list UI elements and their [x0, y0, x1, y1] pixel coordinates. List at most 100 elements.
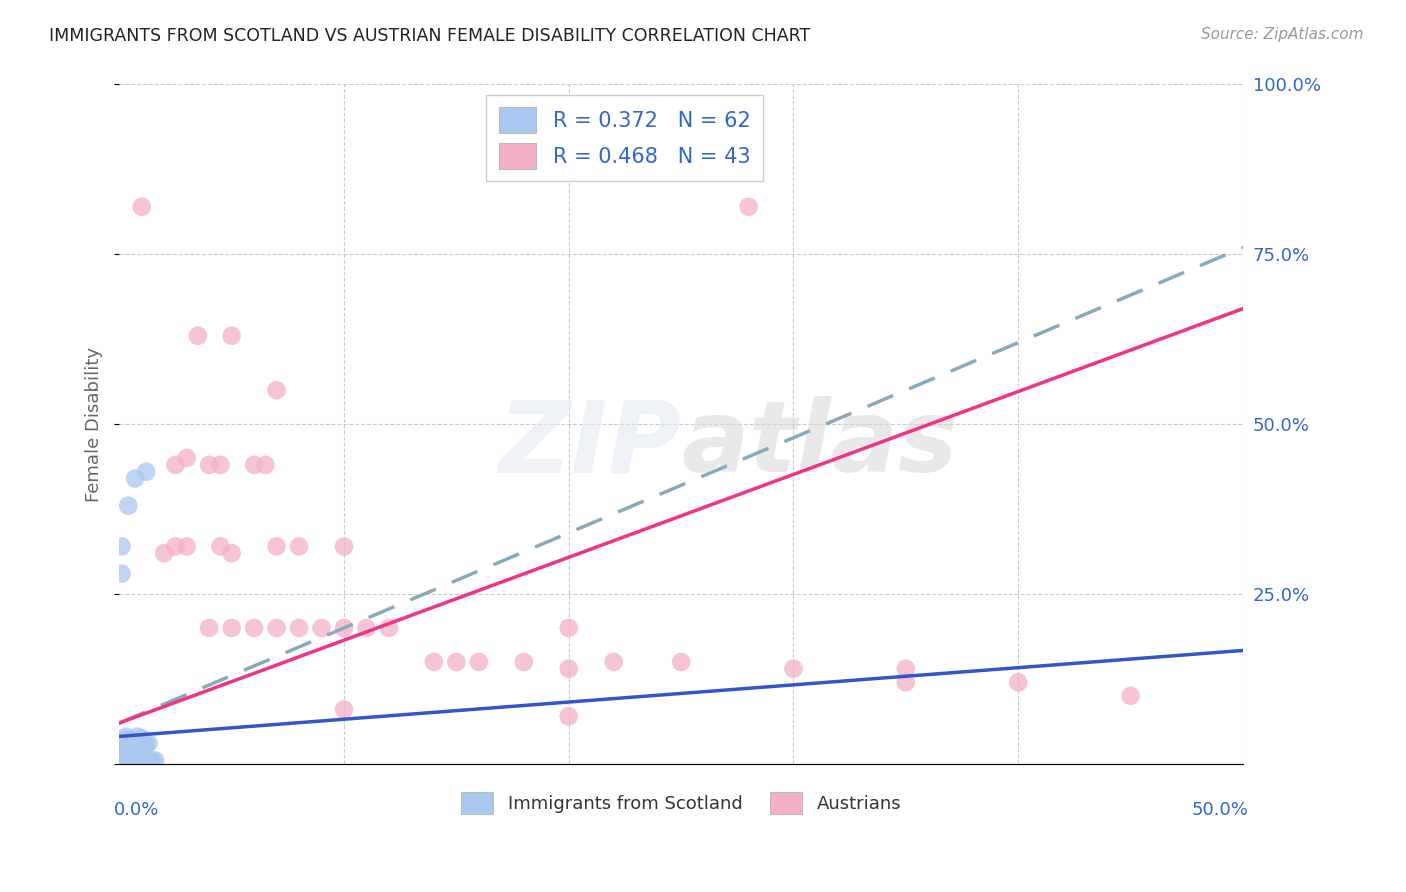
Point — [127, 745, 149, 759]
Point — [669, 655, 692, 669]
Point — [209, 458, 232, 472]
Point — [132, 755, 155, 769]
Point — [288, 540, 311, 554]
Point — [378, 621, 401, 635]
Text: Source: ZipAtlas.com: Source: ZipAtlas.com — [1201, 27, 1364, 42]
Point — [198, 621, 221, 635]
Point — [112, 753, 135, 767]
Point — [558, 709, 581, 723]
Point — [513, 655, 536, 669]
Point — [115, 754, 138, 768]
Text: 50.0%: 50.0% — [1192, 801, 1249, 819]
Text: IMMIGRANTS FROM SCOTLAND VS AUSTRIAN FEMALE DISABILITY CORRELATION CHART: IMMIGRANTS FROM SCOTLAND VS AUSTRIAN FEM… — [49, 27, 810, 45]
Point — [115, 730, 138, 744]
Point — [110, 756, 132, 770]
Point — [243, 458, 266, 472]
Point — [110, 747, 132, 761]
Point — [131, 754, 153, 768]
Point — [110, 756, 132, 771]
Point — [135, 738, 157, 752]
Point — [602, 655, 624, 669]
Point — [782, 662, 804, 676]
Point — [110, 756, 132, 771]
Point — [115, 742, 138, 756]
Point — [138, 756, 160, 770]
Point — [165, 458, 187, 472]
Point — [311, 621, 333, 635]
Point — [132, 739, 155, 754]
Point — [124, 755, 146, 769]
Point — [333, 621, 356, 635]
Point — [333, 540, 356, 554]
Point — [115, 756, 138, 771]
Point — [558, 621, 581, 635]
Point — [124, 471, 146, 485]
Point — [139, 754, 162, 768]
Legend: Immigrants from Scotland, Austrians: Immigrants from Scotland, Austrians — [451, 782, 910, 822]
Point — [120, 745, 142, 759]
Point — [288, 621, 311, 635]
Point — [127, 730, 149, 744]
Point — [737, 200, 759, 214]
Point — [266, 621, 288, 635]
Point — [266, 540, 288, 554]
Point — [114, 750, 136, 764]
Point — [117, 746, 139, 760]
Point — [110, 751, 132, 765]
Point — [187, 328, 209, 343]
Point — [221, 621, 243, 635]
Point — [110, 753, 132, 767]
Point — [131, 742, 153, 756]
Point — [446, 655, 468, 669]
Point — [112, 733, 135, 747]
Point — [121, 743, 143, 757]
Point — [121, 754, 143, 768]
Point — [221, 328, 243, 343]
Point — [221, 546, 243, 560]
Point — [894, 675, 917, 690]
Point — [131, 735, 153, 749]
Point — [121, 738, 143, 752]
Point — [127, 753, 149, 767]
Point — [115, 756, 138, 771]
Point — [153, 546, 176, 560]
Text: ZIP: ZIP — [498, 396, 681, 493]
Point — [120, 756, 142, 770]
Point — [127, 736, 149, 750]
Point — [128, 743, 150, 757]
Text: 0.0%: 0.0% — [114, 801, 159, 819]
Point — [112, 756, 135, 770]
Point — [124, 746, 146, 760]
Point — [333, 702, 356, 716]
Point — [423, 655, 446, 669]
Point — [128, 739, 150, 754]
Point — [131, 200, 153, 214]
Point — [356, 621, 378, 635]
Point — [117, 499, 139, 513]
Point — [254, 458, 277, 472]
Point — [111, 753, 134, 767]
Point — [111, 755, 134, 769]
Point — [135, 753, 157, 767]
Point — [266, 383, 288, 397]
Point — [894, 662, 917, 676]
Y-axis label: Female Disability: Female Disability — [86, 347, 103, 501]
Point — [110, 566, 132, 581]
Point — [558, 662, 581, 676]
Point — [115, 745, 138, 759]
Point — [117, 751, 139, 765]
Point — [110, 540, 132, 554]
Point — [138, 736, 160, 750]
Point — [120, 733, 142, 747]
Point — [209, 540, 232, 554]
Point — [110, 756, 132, 771]
Point — [243, 621, 266, 635]
Point — [143, 753, 166, 767]
Point — [1007, 675, 1029, 690]
Point — [117, 755, 139, 769]
Point — [176, 540, 198, 554]
Point — [142, 755, 165, 769]
Point — [1119, 689, 1142, 703]
Point — [117, 739, 139, 754]
Text: atlas: atlas — [681, 396, 957, 493]
